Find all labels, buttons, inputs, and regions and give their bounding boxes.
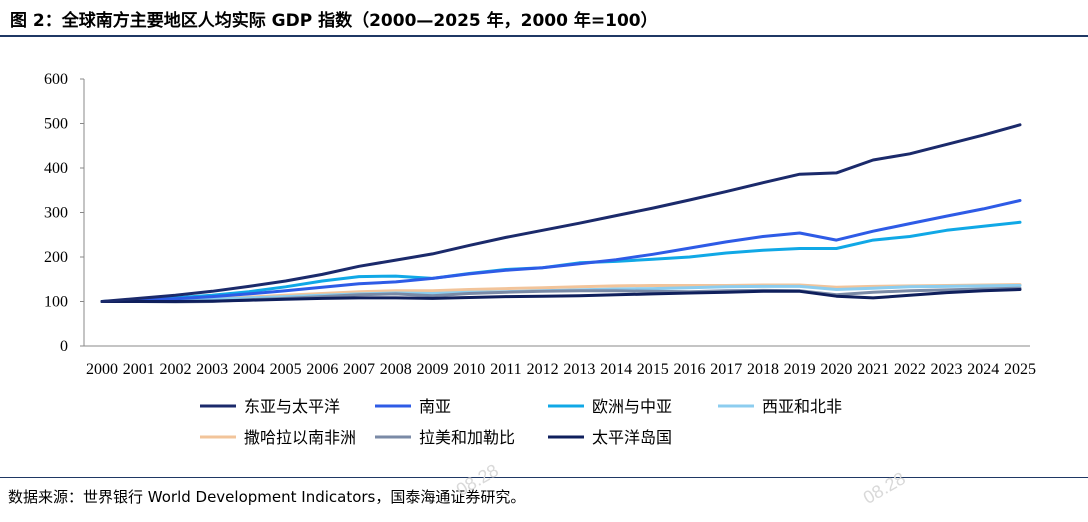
series-line-7 <box>100 288 1022 303</box>
legend-label: 东亚与太平洋 <box>244 397 340 416</box>
x-tick-label: 2025 <box>1004 361 1036 378</box>
chart-title: 图 2：全球南方主要地区人均实际 GDP 指数（2000—2025 年，2000… <box>10 11 658 31</box>
y-tick-label: 400 <box>44 160 68 177</box>
series-line-2 <box>100 199 1022 303</box>
x-tick-label: 2006 <box>306 361 338 378</box>
y-tick-label: 100 <box>44 294 68 311</box>
x-tick-label: 2023 <box>931 361 963 378</box>
x-tick-label: 2007 <box>343 361 375 378</box>
x-tick-label: 2010 <box>453 361 485 378</box>
x-tick-label: 2015 <box>637 361 669 378</box>
x-tick-label: 2009 <box>416 361 448 378</box>
x-tick-label: 2011 <box>490 361 521 378</box>
chart-axes: 0 100 200 300 400 500 600 2000 2001 2002 2003 2004 2… <box>44 71 1036 378</box>
x-tick-label: 2003 <box>196 361 228 378</box>
y-tick-label: 200 <box>44 249 68 266</box>
legend-label: 欧洲与中亚 <box>592 397 672 416</box>
x-tick-label: 2012 <box>527 361 559 378</box>
x-tick-label: 2002 <box>159 361 191 378</box>
chart-series <box>100 123 1022 304</box>
x-tick-label: 2004 <box>233 361 265 378</box>
x-tick-label: 2016 <box>674 361 706 378</box>
x-tick-label: 2022 <box>894 361 926 378</box>
x-tick-label: 2020 <box>820 361 852 378</box>
x-tick-label: 2018 <box>747 361 779 378</box>
source-note: 数据来源：世界银行 World Development Indicators，国… <box>8 488 526 506</box>
legend-label: 撒哈拉以南非洲 <box>244 428 356 447</box>
bottom-rule <box>0 477 1088 478</box>
line-chart: 0 100 200 300 400 500 600 2000 2001 2002 2003 2004 2… <box>44 71 1036 447</box>
y-tick-label: 300 <box>44 205 68 222</box>
legend-label: 西亚和北非 <box>762 397 842 416</box>
x-tick-label: 2021 <box>857 361 889 378</box>
legend-label: 太平洋岛国 <box>592 428 672 447</box>
legend-label: 拉美和加勒比 <box>419 428 515 447</box>
x-tick-label: 2008 <box>380 361 412 378</box>
x-tick-label: 2014 <box>600 361 632 378</box>
x-tick-label: 2017 <box>710 361 742 378</box>
top-rule <box>0 35 1088 37</box>
x-tick-label: 2005 <box>270 361 302 378</box>
x-tick-label: 2024 <box>967 361 999 378</box>
y-tick-label: 500 <box>44 116 68 133</box>
x-tick-label: 2013 <box>563 361 595 378</box>
y-tick-label: 0 <box>60 338 68 355</box>
x-tick-label: 2001 <box>123 361 155 378</box>
x-tick-label: 2000 <box>86 361 118 378</box>
legend-label: 南亚 <box>419 397 451 416</box>
series-line-1 <box>100 123 1022 303</box>
y-tick-label: 600 <box>44 71 68 88</box>
x-tick-label: 2019 <box>784 361 816 378</box>
